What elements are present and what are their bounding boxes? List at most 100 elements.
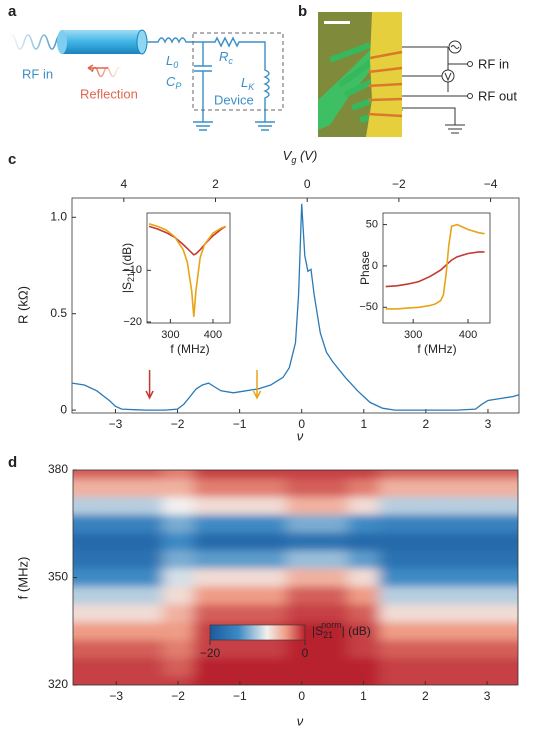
x2-axis-label: Vg (V) [283, 148, 318, 165]
heatmap-cell [224, 586, 256, 605]
heatmap-cell [73, 478, 102, 498]
cable [62, 30, 142, 54]
data-line [385, 251, 485, 288]
heatmap-cell [131, 496, 164, 516]
heatmap-cell [317, 496, 349, 516]
heatmap-cell [440, 496, 473, 516]
y-tick-label: −20 [123, 316, 142, 328]
contacts [366, 12, 402, 137]
heatmap-cell [286, 478, 318, 498]
heatmap-cell [73, 658, 102, 677]
heatmap-cell [471, 676, 504, 685]
heatmap-cell [378, 676, 411, 685]
x-tick-label: 3 [484, 689, 491, 703]
heatmap-cell [378, 496, 411, 516]
heatmap-cell [409, 622, 442, 641]
heatmap-cell [100, 604, 133, 623]
heatmap-cell [348, 478, 380, 498]
heatmap-cell [409, 640, 442, 659]
y-tick-label: 0 [60, 402, 67, 416]
inset-y-label: |S21| (dB) [120, 243, 136, 293]
heatmap-cell [162, 676, 195, 685]
x-tick-label: −3 [109, 689, 123, 703]
heatmap-cell [193, 550, 225, 570]
x-tick-label: 300 [161, 329, 179, 341]
rc-label: Rc [219, 49, 233, 66]
heatmap-cell [348, 470, 380, 480]
heatmap [73, 470, 518, 685]
heatmap-cell [100, 622, 133, 641]
y-axis-label: R (kΩ) [15, 286, 30, 324]
heatmap-cell [317, 532, 349, 552]
heatmap-cell [255, 604, 287, 623]
heatmap-cell [502, 622, 518, 641]
heatmap-cell [162, 470, 195, 480]
heatmap-cell [255, 676, 287, 685]
heatmap-cell [317, 586, 349, 605]
colorbar-label: |S21norm| (dB) [312, 620, 371, 640]
x-tick-label: 1 [360, 417, 367, 431]
heatmap-cell [378, 604, 411, 623]
heatmap-cell [348, 514, 380, 534]
heatmap-cell [471, 470, 504, 480]
heatmap-cell [100, 640, 133, 659]
reflection-label: Reflection [80, 86, 138, 101]
x-tick-label: 400 [204, 329, 222, 341]
heatmap-cell [502, 658, 518, 677]
y-tick-label: 320 [48, 677, 68, 691]
heatmap-cell [317, 550, 349, 570]
heatmap-cell [131, 676, 164, 685]
heatmap-cell [348, 532, 380, 552]
heatmap-cell [162, 568, 195, 587]
x-tick-label: −1 [233, 689, 247, 703]
heatmap-cell [409, 514, 442, 534]
heatmap-cell [440, 514, 473, 534]
scale-bar [324, 21, 350, 24]
heatmap-cell [286, 496, 318, 516]
heatmap-cell [73, 568, 102, 587]
heatmap-cell [440, 676, 473, 685]
heatmap-cell [131, 622, 164, 641]
heatmap-cell [73, 550, 102, 570]
heatmap-cell [348, 676, 380, 685]
rf-out-label: RF out [478, 88, 517, 103]
lk-label: LK [241, 75, 255, 92]
heatmap-cell [378, 568, 411, 587]
cable-end [136, 29, 148, 55]
heatmap-cell [378, 640, 411, 659]
heatmap-cell [224, 514, 256, 534]
y-tick-label: 0 [372, 260, 378, 272]
heatmap-cell [100, 470, 133, 480]
reflection-arrow [87, 64, 108, 72]
heatmap-cell [224, 604, 256, 623]
heatmap-cell [378, 478, 411, 498]
arrow [145, 370, 154, 400]
x-axis-label: ν [297, 428, 304, 443]
heatmap-cell [100, 658, 133, 677]
heatmap-cell [73, 586, 102, 605]
heatmap-cell [131, 470, 164, 480]
rf-in-label: RF in [478, 56, 509, 71]
data-line [71, 203, 520, 411]
heatmap-cell [73, 676, 102, 685]
heatmap-cell [440, 640, 473, 659]
heatmap-cell [348, 604, 380, 623]
heatmap-cell [193, 640, 225, 659]
colorbar-tick-label: 0 [302, 646, 309, 660]
y-tick-label: 350 [48, 570, 68, 584]
heatmap-cell [162, 604, 195, 623]
heatmap-cell [255, 586, 287, 605]
heatmap-cell [286, 532, 318, 552]
x2-tick-label: 4 [120, 177, 127, 191]
heatmap-cell [193, 478, 225, 498]
heatmap-cell [131, 604, 164, 623]
heatmap-cell [100, 532, 133, 552]
device-label: Device [214, 92, 254, 107]
heatmap-cell [193, 586, 225, 605]
heatmap-cell [378, 532, 411, 552]
inset-x-label: f (MHz) [170, 342, 209, 356]
panel-label: c [8, 151, 16, 168]
heatmap-cell [224, 496, 256, 516]
heatmap-cell [286, 550, 318, 570]
heatmap-cell [502, 586, 518, 605]
